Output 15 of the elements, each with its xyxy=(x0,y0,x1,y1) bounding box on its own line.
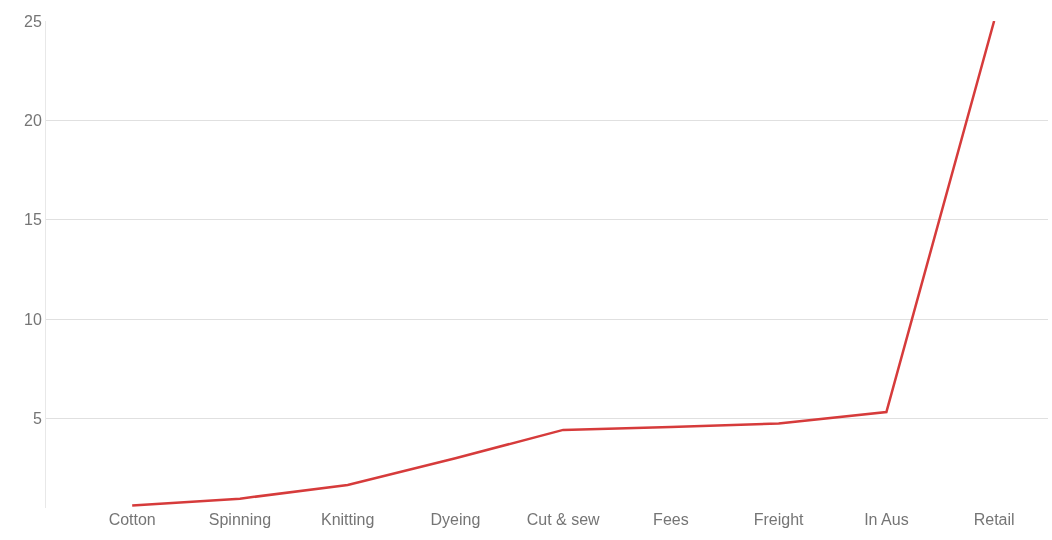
y-tick-label: 25 xyxy=(24,12,42,30)
y-tick-label: 10 xyxy=(24,310,42,328)
x-tick-label: In Aus xyxy=(864,511,909,528)
y-tick-label: 20 xyxy=(24,111,42,129)
x-tick-label: Cotton xyxy=(108,511,156,528)
x-tick-label: Spinning xyxy=(208,511,272,528)
x-tick-label: Dyeing xyxy=(430,511,481,528)
y-tick-label: 15 xyxy=(24,211,42,229)
line-series xyxy=(130,21,996,507)
x-tick-label: Fees xyxy=(653,511,689,528)
y-tick-label: 5 xyxy=(32,410,42,428)
x-tick-label: Retail xyxy=(973,511,1015,528)
x-tick-label: Knitting xyxy=(320,511,375,528)
x-tick-label: Cut & sew xyxy=(526,511,601,528)
x-tick-label: Freight xyxy=(753,511,805,528)
